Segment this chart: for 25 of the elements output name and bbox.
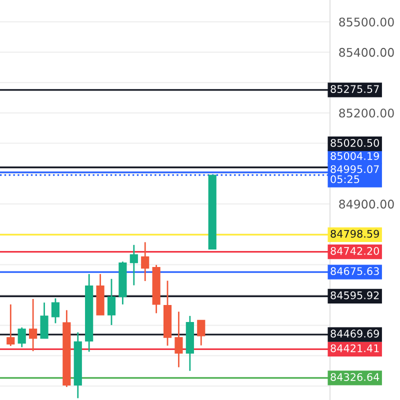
ref-line-label: 84421.41 bbox=[330, 344, 379, 352]
y-tick-label: 85500.00 bbox=[339, 18, 394, 27]
candlestick bbox=[40, 302, 48, 340]
candlestick bbox=[130, 244, 138, 286]
y-tick-label: 85200.00 bbox=[339, 108, 394, 118]
ref-line-label: 84326.64 bbox=[330, 373, 380, 381]
ref-line-label: 84595.92 bbox=[330, 291, 379, 300]
ref-line-label: 84675.63 bbox=[330, 267, 379, 276]
ref-line-label: 85004.19 bbox=[330, 152, 379, 160]
candlestick bbox=[107, 278, 116, 326]
ref-line-label: 85275.57 bbox=[330, 85, 379, 93]
candlestick bbox=[174, 310, 183, 368]
y-tick-label: 85400.00 bbox=[339, 48, 394, 57]
ref-line-label: 84798.59 bbox=[330, 230, 379, 238]
candlestick bbox=[29, 298, 38, 352]
y-tick-label: 84900.00 bbox=[339, 200, 394, 209]
ref-line-label: 84995.07 05:25 bbox=[330, 165, 379, 184]
candlestick bbox=[6, 304, 15, 347]
candlestick bbox=[18, 326, 26, 348]
candlestick bbox=[51, 298, 60, 324]
candlestick bbox=[197, 319, 206, 346]
candlestick bbox=[141, 241, 150, 282]
ref-line-label: 84469.69 bbox=[330, 330, 379, 338]
ref-line-label: 84742.20 bbox=[330, 246, 380, 255]
ref-line-label: 85020.50 bbox=[330, 138, 380, 147]
